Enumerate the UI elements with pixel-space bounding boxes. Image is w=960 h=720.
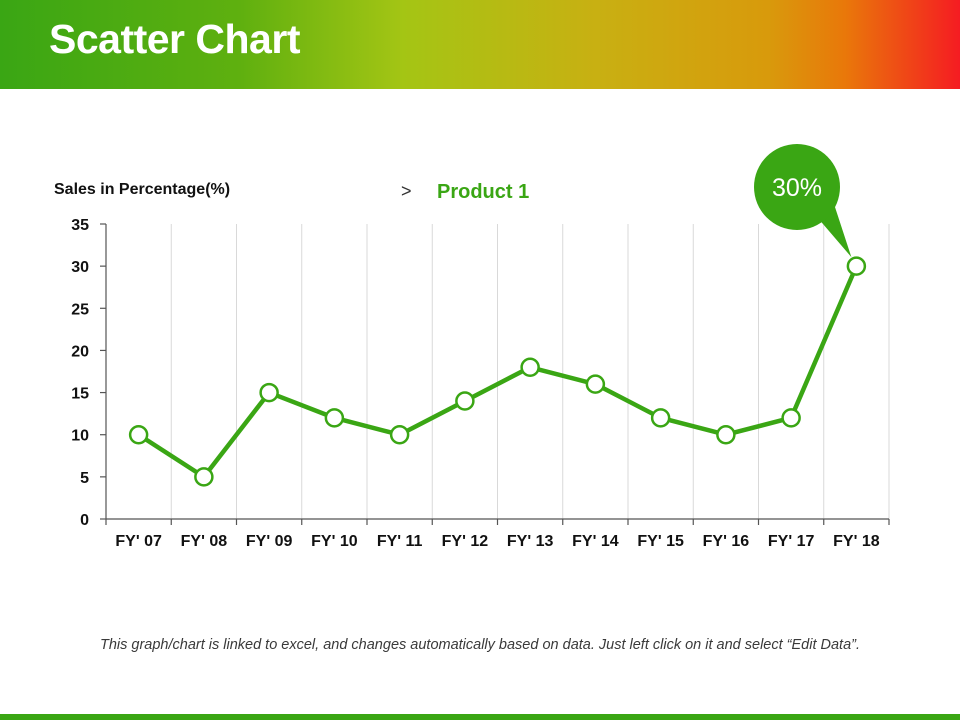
callout-label: 30% — [772, 174, 822, 202]
data-point[interactable] — [846, 256, 867, 276]
callout-bubble — [754, 144, 840, 230]
data-point[interactable] — [585, 374, 606, 394]
legend-label: Product 1 — [437, 181, 529, 203]
y-tick-label: 30 — [71, 259, 89, 276]
x-tick-label: FY' 07 — [115, 533, 162, 550]
data-point[interactable] — [128, 424, 149, 445]
data-point[interactable] — [259, 382, 279, 403]
series-product-1[interactable] — [128, 256, 867, 487]
y-tick-label: 25 — [71, 301, 89, 318]
series-line[interactable] — [137, 265, 859, 480]
axes — [100, 223, 890, 525]
y-tick-label: 20 — [71, 343, 89, 360]
header-banner: Scatter Chart — [0, 0, 960, 89]
grid-lines — [170, 224, 890, 519]
x-tick-label: FY' 09 — [246, 533, 293, 550]
y-tick-label: 35 — [71, 217, 89, 234]
x-tick-label: FY' 16 — [703, 533, 750, 550]
y-axis-label: Sales in Percentage(%) — [54, 181, 230, 198]
y-tick-label: 0 — [80, 512, 89, 529]
x-tick-label: FY' 12 — [442, 533, 489, 550]
y-tick-label: 5 — [80, 470, 89, 487]
x-tick-label: FY' 15 — [637, 533, 684, 550]
y-tick-label: 10 — [71, 428, 89, 445]
x-tick-label: FY' 17 — [768, 533, 815, 550]
data-point[interactable] — [455, 391, 475, 411]
data-point[interactable] — [389, 424, 410, 445]
x-tick-label: FY' 14 — [572, 533, 619, 550]
data-point[interactable] — [716, 424, 736, 445]
x-tick-label: FY' 13 — [507, 533, 554, 550]
tick-labels: 0 5 10 15 20 25 30 35 FY' 07 FY' 08 FY' 09 FY' 10 FY… — [71, 217, 880, 550]
data-point[interactable] — [194, 467, 214, 487]
data-point[interactable] — [781, 408, 801, 428]
bottom-bar — [0, 714, 960, 720]
value-callout: 30% — [754, 144, 852, 258]
x-tick-label: FY' 18 — [833, 533, 880, 550]
data-point[interactable] — [650, 408, 671, 428]
x-tick-label: FY' 08 — [181, 533, 228, 550]
y-tick-label: 15 — [71, 386, 89, 403]
data-point[interactable] — [520, 357, 540, 378]
legend-marker: > — [401, 181, 412, 201]
x-tick-label: FY' 10 — [311, 533, 358, 550]
page-title: Scatter Chart — [49, 16, 300, 62]
footnote: This graph/chart is linked to excel, and… — [99, 637, 861, 653]
data-point[interactable] — [324, 408, 345, 428]
x-tick-label: FY' 11 — [377, 533, 423, 550]
